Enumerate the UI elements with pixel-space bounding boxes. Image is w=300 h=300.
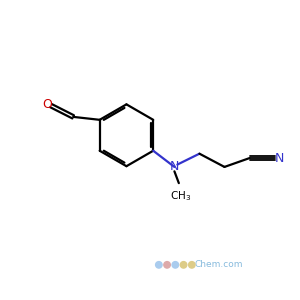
Text: O: O <box>42 98 52 111</box>
Text: CH$_3$: CH$_3$ <box>170 190 191 203</box>
Circle shape <box>172 262 178 268</box>
Text: N: N <box>170 160 179 173</box>
Circle shape <box>180 262 187 268</box>
Circle shape <box>156 262 162 268</box>
Text: N: N <box>274 152 284 165</box>
Text: Chem.com: Chem.com <box>194 260 243 269</box>
Circle shape <box>189 262 195 268</box>
Circle shape <box>164 262 170 268</box>
